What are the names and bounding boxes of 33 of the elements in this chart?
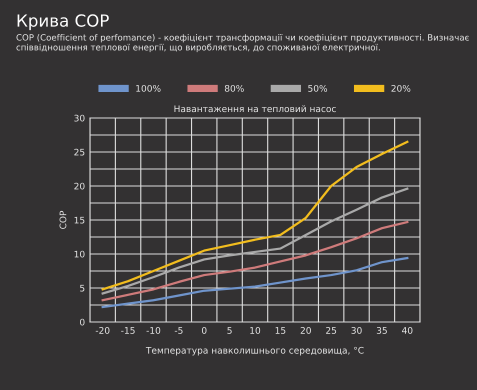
legend-title: Навантаження на тепловий насос: [174, 105, 336, 112]
line-series: [102, 220, 408, 302]
line-series: [102, 140, 408, 290]
chart-subtitle: COP (Coefficient of perfomance) - коефіцієнт трансформації чи коефіцієнт продуктивності. Визначає співвідношення теплової енергії, що виробляється, до споживаної електричної.: [16, 34, 469, 52]
y-tick-label: 25: [74, 148, 84, 156]
x-tick-label: -5: [174, 327, 183, 334]
x-tick-label: 30: [351, 327, 362, 334]
legend-label: 80%: [224, 84, 244, 92]
x-tick-label: 35: [376, 327, 387, 334]
x-tick-label: 0: [202, 327, 207, 334]
x-tick-label: -10: [146, 327, 160, 334]
line-series: [102, 188, 408, 295]
x-tick-label: 15: [276, 327, 286, 334]
x-tick-label: 5: [227, 327, 232, 334]
chart-title: Крива COP: [18, 14, 109, 30]
y-tick-label: 5: [80, 284, 84, 292]
x-tick-label: 10: [250, 327, 260, 334]
y-axis-title: COP: [60, 210, 66, 229]
legend-label: 100%: [136, 84, 161, 92]
x-tick-label: -20: [96, 327, 110, 334]
x-axis-title: Температура навколишнього середовища, °C: [146, 346, 364, 356]
x-tick-label: 25: [326, 327, 336, 334]
line-series: [102, 256, 408, 308]
y-tick-label: 30: [74, 114, 85, 122]
legend-label: 50%: [308, 84, 328, 92]
y-tick-label: 15: [74, 216, 84, 224]
y-tick-label: 0: [80, 318, 85, 326]
x-tick-label: -15: [121, 327, 135, 334]
y-tick-label: 20: [74, 182, 85, 190]
x-tick-label: 20: [300, 327, 311, 334]
x-tick-label: 40: [402, 327, 412, 334]
y-tick-label: 10: [74, 250, 85, 258]
legend-label: 20%: [391, 84, 410, 92]
